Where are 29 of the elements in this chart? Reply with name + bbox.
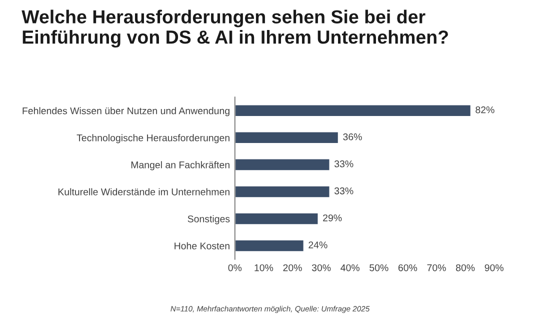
x-tick-label: 80%: [456, 264, 475, 272]
bar: [234, 130, 340, 144]
data-label: 82%: [476, 106, 494, 114]
bar: [234, 212, 320, 226]
x-tick-label: 20%: [283, 264, 302, 272]
x-tick-label: 40%: [340, 264, 360, 272]
data-label: 36%: [343, 133, 362, 140]
y-tick-label: Fehlendes Wissen über Nutzen und Anwendung: [22, 107, 230, 116]
x-tick-label: 0%: [228, 264, 242, 272]
y-tick-label: Technologische Herausforderungen: [76, 134, 230, 144]
x-tick-label: 10%: [254, 264, 274, 272]
x-tick-label: 60%: [398, 264, 418, 272]
data-label: 29%: [323, 214, 342, 222]
x-tick-label: 30%: [312, 264, 331, 272]
y-tick-label: Hohe Kosten: [174, 242, 230, 250]
y-tick-label: Kulturelle Widerstände im Unternehmen: [58, 188, 230, 196]
x-tick-label: 90%: [484, 264, 504, 272]
y-tick-label: Sonstiges: [188, 215, 230, 224]
data-label: 24%: [308, 241, 328, 248]
y-tick-label: Mangel an Fachkräften: [131, 161, 230, 170]
data-label: 33%: [334, 160, 354, 168]
x-tick-label: 50%: [370, 264, 388, 272]
bar: [234, 238, 305, 253]
data-label: 33%: [334, 187, 354, 194]
chart-title: Welche Herausforderungen sehen Sie bei der Einführung von DS & AI in Ihrem Unternehmen?: [22, 10, 448, 48]
bar: [234, 104, 472, 118]
bar: [234, 158, 331, 172]
bar: [234, 184, 331, 198]
x-tick-label: 70%: [427, 264, 446, 272]
